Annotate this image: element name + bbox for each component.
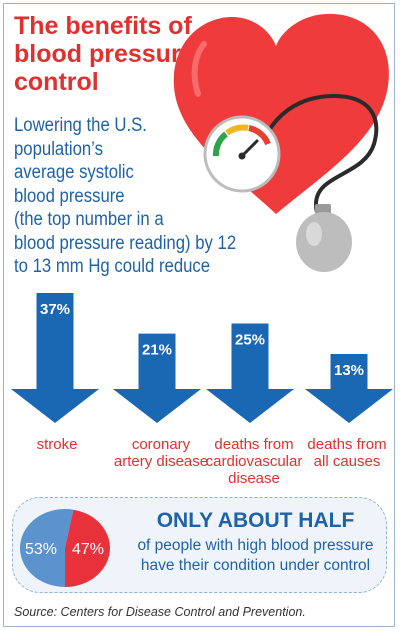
- title-line: control: [14, 68, 99, 96]
- pie-slice-controlled: [19, 509, 74, 587]
- pie-label-controlled: 53%: [25, 541, 57, 558]
- title-line: blood pressure: [14, 40, 195, 68]
- source-note: Source: Centers for Disease Control and …: [14, 605, 306, 619]
- title-line: The benefits of: [14, 12, 192, 40]
- intro-line: (the top number in a: [14, 209, 164, 230]
- intro-line: Lowering the U.S.: [14, 115, 147, 136]
- down-arrow-icon: [113, 333, 201, 423]
- heart-gauge-illustration: [173, 13, 389, 272]
- arrow-percent-label: 37%: [40, 301, 70, 318]
- down-arrow-icon: [305, 354, 393, 423]
- control-text: of people with high blood pressure have …: [137, 537, 374, 574]
- arrow-percent-label: 21%: [142, 342, 172, 359]
- intro-text: Lowering the U.S. population’s average s…: [14, 114, 237, 279]
- intro-line: blood pressure reading) by 12: [14, 232, 237, 254]
- arrow-label-cardiovascular: deaths from cardiovascular disease: [205, 436, 303, 487]
- control-heading: ONLY ABOUT HALF: [156, 509, 355, 532]
- down-arrow-icon: [11, 293, 99, 423]
- intro-line: blood pressure: [14, 185, 125, 207]
- page-title: The benefits of blood pressure control: [14, 12, 224, 96]
- arrow-label-all-causes: deaths from all causes: [307, 436, 387, 470]
- arrow-percent-label: 25%: [235, 332, 265, 349]
- arrow-percent-label: 13%: [334, 362, 364, 379]
- intro-line: population’s: [14, 138, 103, 160]
- intro-line: average systolic: [14, 162, 134, 183]
- control-pie-chart: 53% 47%: [19, 509, 110, 587]
- pie-slice-uncontrolled: [65, 509, 110, 587]
- intro-line: to 13 mm Hg could reduce: [14, 256, 211, 277]
- down-arrow-icon: [206, 323, 294, 423]
- arrow-label-coronary: coronary artery disease: [113, 436, 209, 470]
- pie-label-uncontrolled: 47%: [72, 541, 104, 558]
- reduction-arrows: 37% 21% 25% 13%: [11, 293, 393, 423]
- gauge-icon: [203, 115, 281, 193]
- inflation-bulb-icon: [296, 204, 352, 272]
- arrow-label-stroke: stroke: [36, 436, 78, 453]
- infographic-frame: The benefits of blood pressure control L…: [3, 3, 395, 627]
